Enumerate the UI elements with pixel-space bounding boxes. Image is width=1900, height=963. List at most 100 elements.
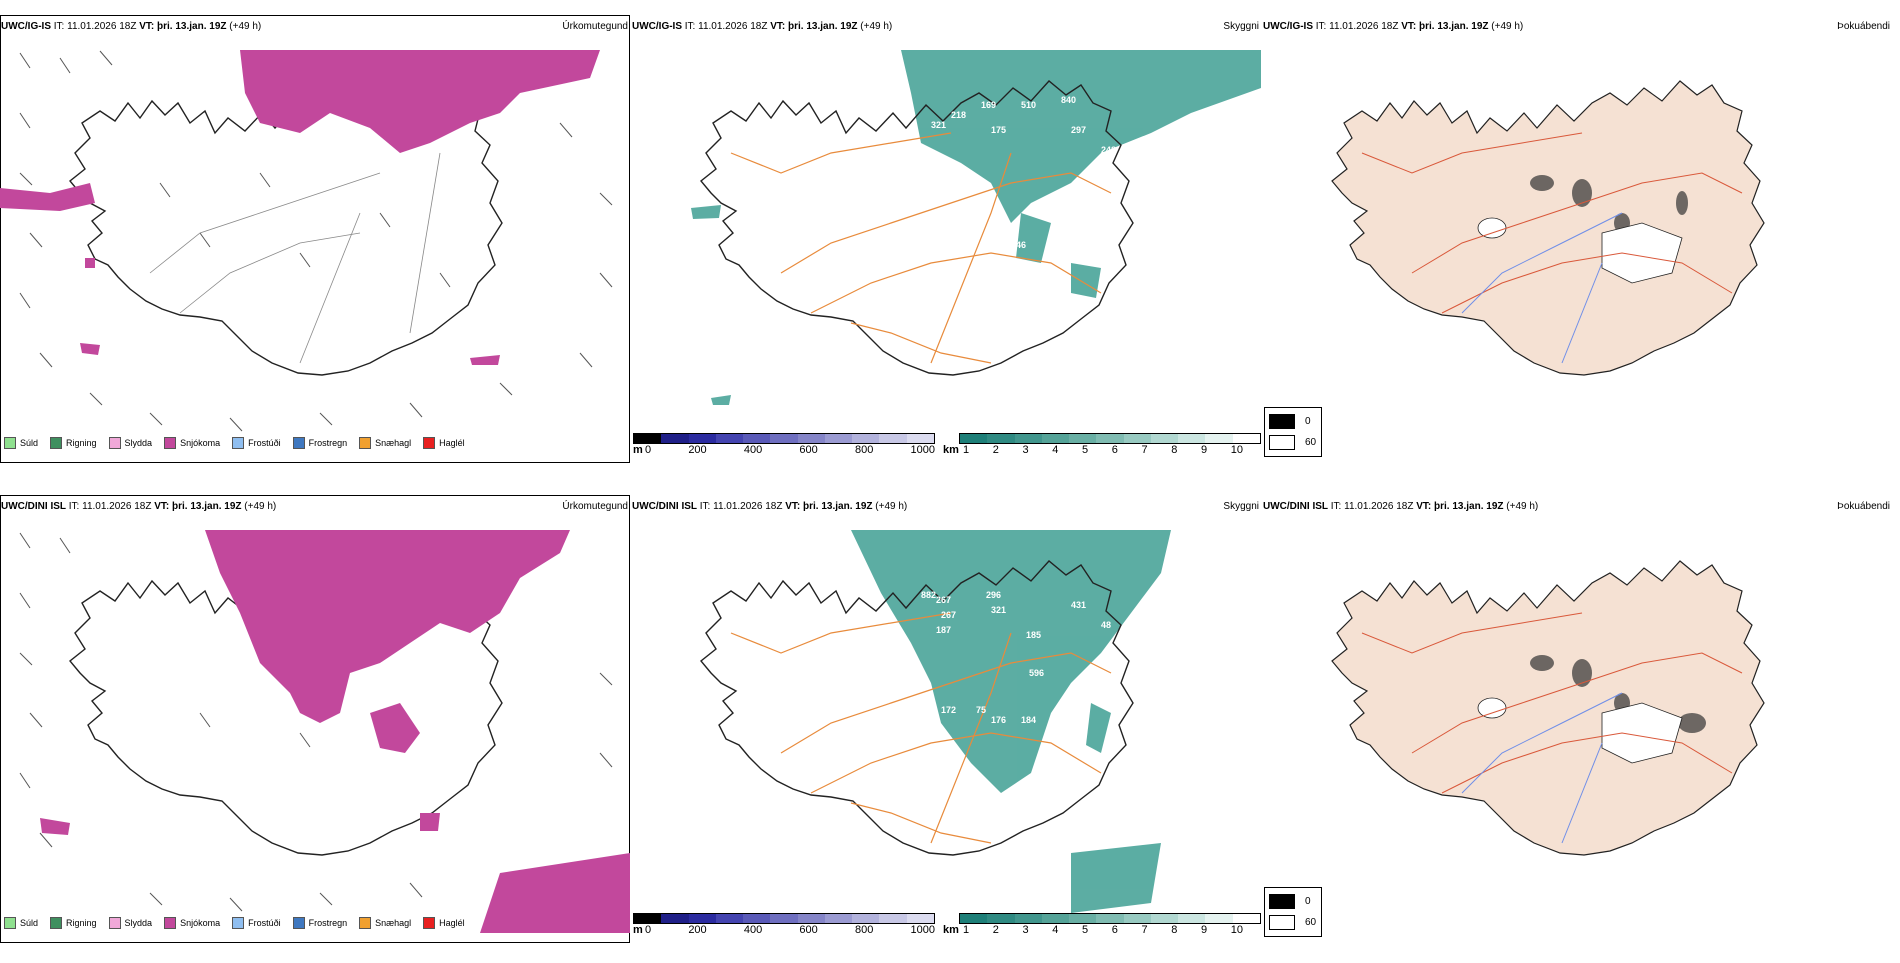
- svg-text:882: 882: [921, 590, 936, 600]
- lead-time: (+49 h): [244, 501, 277, 512]
- vt-label: VT:: [154, 501, 170, 512]
- model-name: UWC/DINI ISL: [1, 501, 66, 512]
- it-value: 11.01.2026 18Z: [67, 21, 137, 32]
- visibility-panel-ig: UWC/IG-IS IT: 11.01.2026 18Z VT: þri. 13…: [631, 13, 1261, 483]
- legend-freezing-drizzle: Frostúði: [232, 917, 281, 929]
- svg-text:184: 184: [1021, 715, 1036, 725]
- roads: [730, 612, 1112, 844]
- rivers: [149, 152, 441, 364]
- it-label: IT:: [1330, 501, 1342, 512]
- panel-title: UWC/IG-IS IT: 11.01.2026 18Z VT: þri. 13…: [1263, 21, 1523, 32]
- low-visibility-areas: [691, 50, 1261, 405]
- legend-snow-pellets: Snæhagl: [359, 437, 411, 449]
- svg-text:172: 172: [941, 705, 956, 715]
- svg-text:267: 267: [941, 610, 956, 620]
- svg-text:198: 198: [941, 215, 956, 225]
- legend-rain: Rigning: [50, 437, 97, 449]
- lead-time: (+49 h): [1491, 21, 1524, 32]
- svg-text:248: 248: [1101, 145, 1116, 155]
- legend-freezing-rain: Frostregn: [292, 437, 347, 449]
- it-value: 11.01.2026 18Z: [713, 501, 783, 512]
- panel-title: UWC/DINI ISL IT: 11.01.2026 18Z VT: þri.…: [632, 501, 907, 512]
- it-value: 11.01.2026 18Z: [82, 501, 152, 512]
- vt-value: þri. 13.jan. 19Z: [803, 501, 873, 512]
- legend-freezing-rain: Frostregn: [292, 917, 347, 929]
- lead-time: (+49 h): [1506, 501, 1539, 512]
- precip-type-panel-ig: UWC/IG-IS IT: 11.01.2026 18Z VT: þri. 13…: [0, 13, 630, 483]
- vt-label: VT:: [1416, 501, 1432, 512]
- fog-patches: [1530, 655, 1706, 733]
- visibility-unit: km: [943, 924, 959, 936]
- white-patches: [1477, 217, 1683, 284]
- fog-legend-high: 60: [1269, 915, 1316, 930]
- svg-text:187: 187: [936, 625, 951, 635]
- fog-legend-high: 60: [1269, 435, 1316, 450]
- panel-title: UWC/IG-IS IT: 11.01.2026 18Z VT: þri. 13…: [1, 21, 261, 32]
- model-name: UWC/IG-IS: [1263, 21, 1313, 32]
- svg-text:176: 176: [991, 715, 1006, 725]
- svg-text:267: 267: [936, 595, 951, 605]
- precip-legend: Súld Rigning Slydda Snjókoma Frostúði Fr…: [4, 913, 465, 933]
- legend-sleet: Slydda: [108, 437, 152, 449]
- legend-snow: Snjókoma: [164, 437, 220, 449]
- svg-text:175: 175: [991, 125, 1006, 135]
- svg-text:300: 300: [1046, 775, 1061, 785]
- fog-legend: 0 60: [1264, 887, 1322, 937]
- fog-index-map: [1331, 560, 1765, 856]
- vt-label: VT:: [785, 501, 801, 512]
- svg-text:431: 431: [1071, 600, 1086, 610]
- svg-text:75: 75: [976, 705, 986, 715]
- elevation-ticks: 0 200 400 600 800 1000: [645, 924, 935, 936]
- it-value: 11.01.2026 18Z: [1329, 21, 1399, 32]
- panel-name: Skyggni: [1223, 501, 1259, 512]
- precip-type-panel-dini: UWC/DINI ISL IT: 11.01.2026 18Z VT: þri.…: [0, 493, 630, 963]
- snow-areas: [0, 50, 600, 365]
- precip-map: [0, 50, 613, 432]
- vt-value: þri. 13.jan. 19Z: [1434, 501, 1504, 512]
- svg-text:218: 218: [951, 110, 966, 120]
- visibility-unit: km: [943, 444, 959, 456]
- vt-value: þri. 13.jan. 19Z: [1419, 21, 1489, 32]
- it-label: IT:: [53, 21, 65, 32]
- panel-frame: [0, 15, 630, 463]
- model-name: UWC/DINI ISL: [632, 501, 697, 512]
- it-label: IT:: [699, 501, 711, 512]
- panel-title: UWC/DINI ISL IT: 11.01.2026 18Z VT: þri.…: [1, 501, 276, 512]
- vt-label: VT:: [139, 21, 155, 32]
- panel-frame: [0, 495, 630, 943]
- fog-index-map: [1331, 80, 1765, 376]
- legend-drizzle: Súld: [4, 917, 38, 929]
- visibility-panel-dini: UWC/DINI ISL IT: 11.01.2026 18Z VT: þri.…: [631, 493, 1261, 963]
- visibility-colorbar: [959, 913, 1261, 924]
- panel-name: Úrkomutegund: [562, 21, 628, 32]
- wind-barbs: [19, 532, 613, 912]
- visibility-map: 321 218 169 175 510 840 297 248 198 248 46: [691, 50, 1261, 405]
- svg-text:46: 46: [1016, 240, 1026, 250]
- lead-time: (+49 h): [229, 21, 262, 32]
- panel-name: Skyggni: [1223, 21, 1259, 32]
- model-name: UWC/DINI ISL: [1263, 501, 1328, 512]
- svg-text:596: 596: [1029, 668, 1044, 678]
- vt-value: þri. 13.jan. 19Z: [788, 21, 858, 32]
- land-fill: [1331, 80, 1765, 376]
- roads: [1361, 132, 1743, 314]
- elevation-unit: m: [633, 444, 643, 456]
- fog-index-panel-dini: UWC/DINI ISL IT: 11.01.2026 18Z VT: þri.…: [1262, 493, 1892, 963]
- vt-value: þri. 13.jan. 19Z: [172, 501, 242, 512]
- it-label: IT:: [1315, 21, 1327, 32]
- svg-text:296: 296: [986, 590, 1001, 600]
- svg-text:840: 840: [1061, 95, 1076, 105]
- white-patches: [1477, 697, 1683, 764]
- low-visibility-areas: [851, 530, 1171, 913]
- it-label: IT:: [684, 21, 696, 32]
- panel-title: UWC/DINI ISL IT: 11.01.2026 18Z VT: þri.…: [1263, 501, 1538, 512]
- elevation-unit: m: [633, 924, 643, 936]
- elevation-colorbar: [633, 913, 935, 924]
- fog-legend-low: 0: [1269, 894, 1311, 909]
- panel-name: Úrkomutegund: [562, 501, 628, 512]
- fog-legend: 0 60: [1264, 407, 1322, 457]
- lead-time: (+49 h): [875, 501, 908, 512]
